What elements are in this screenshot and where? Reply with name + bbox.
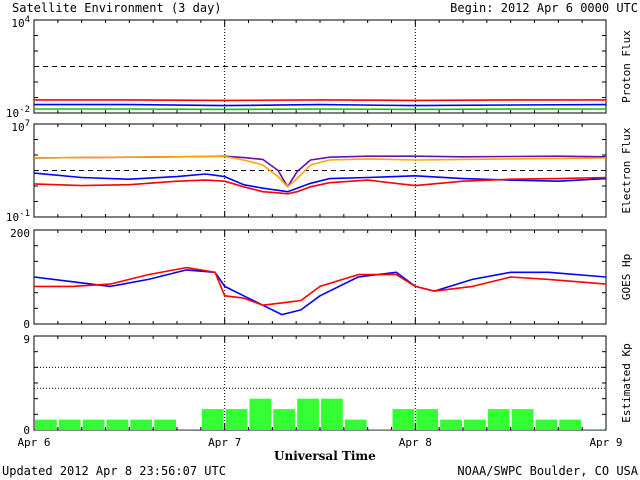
kp-bar	[35, 419, 57, 430]
y-tick-label-top: 200	[10, 227, 30, 240]
credit-label: NOAA/SWPC Boulder, CO USA	[457, 464, 638, 478]
x-tick-label: Apr 7	[208, 436, 241, 449]
y-axis-label: Electron Flux	[620, 127, 633, 213]
kp-bar	[392, 409, 415, 430]
series-line-1	[33, 269, 607, 316]
kp-bar	[58, 419, 81, 430]
series-line-2	[34, 103, 607, 107]
series-line-1	[33, 155, 607, 188]
y-axis-label: GOES Hp	[620, 254, 633, 300]
y-tick-label-bottom: 0	[23, 424, 30, 437]
x-tick-label: Apr 6	[17, 436, 50, 449]
begin-time: Begin: 2012 Apr 6 0000 UTC	[450, 1, 638, 15]
y-tick-label-top: 9	[23, 333, 30, 346]
kp-bar	[321, 398, 343, 430]
kp-bar	[249, 398, 272, 430]
panel-3: GOES Hp	[33, 229, 633, 325]
series-line-3	[33, 172, 607, 193]
kp-bar	[273, 409, 296, 430]
kp-bar	[535, 419, 558, 430]
kp-bar	[368, 429, 391, 430]
kp-bar	[82, 419, 105, 430]
y-tick-label-bottom: 10-2	[6, 105, 30, 120]
kp-bar	[487, 409, 510, 430]
x-tick-label: Apr 8	[399, 436, 432, 449]
y-tick-label-bottom: 0	[23, 318, 30, 331]
y-axis-label: Proton Flux	[620, 30, 633, 103]
kp-bar	[106, 419, 129, 430]
panel-2: Electron Flux	[33, 123, 633, 218]
y-axis-label: Estimated Kp	[620, 343, 633, 422]
kp-bar	[201, 409, 224, 430]
y-tick-label-bottom: 10-1	[6, 209, 30, 224]
updated-timestamp: Updated 2012 Apr 8 23:56:07 UTC	[2, 464, 226, 478]
kp-bar	[440, 419, 462, 430]
panel-1: Proton Flux	[33, 19, 633, 114]
panel-4: Estimated Kp	[33, 335, 633, 431]
kp-bar	[583, 429, 605, 430]
series-line-2	[33, 155, 607, 188]
kp-bar	[154, 419, 176, 430]
kp-bar	[464, 419, 486, 430]
y-tick-label-top: 107	[11, 119, 30, 134]
kp-bar	[225, 409, 248, 430]
kp-bar	[178, 429, 200, 430]
kp-bar	[416, 409, 439, 430]
kp-bar	[344, 419, 367, 430]
series-line-4	[33, 176, 607, 195]
series-line-2	[34, 266, 607, 307]
kp-bar	[130, 419, 153, 430]
kp-bar	[559, 419, 582, 430]
kp-bar	[511, 409, 534, 430]
x-axis-label: Universal Time	[274, 449, 376, 463]
y-tick-label-top: 104	[11, 15, 30, 30]
series-line-1	[34, 99, 606, 102]
kp-bar	[297, 398, 319, 430]
chart-title: Satellite Environment (3 day)	[12, 1, 222, 15]
x-tick-label: Apr 9	[589, 436, 622, 449]
